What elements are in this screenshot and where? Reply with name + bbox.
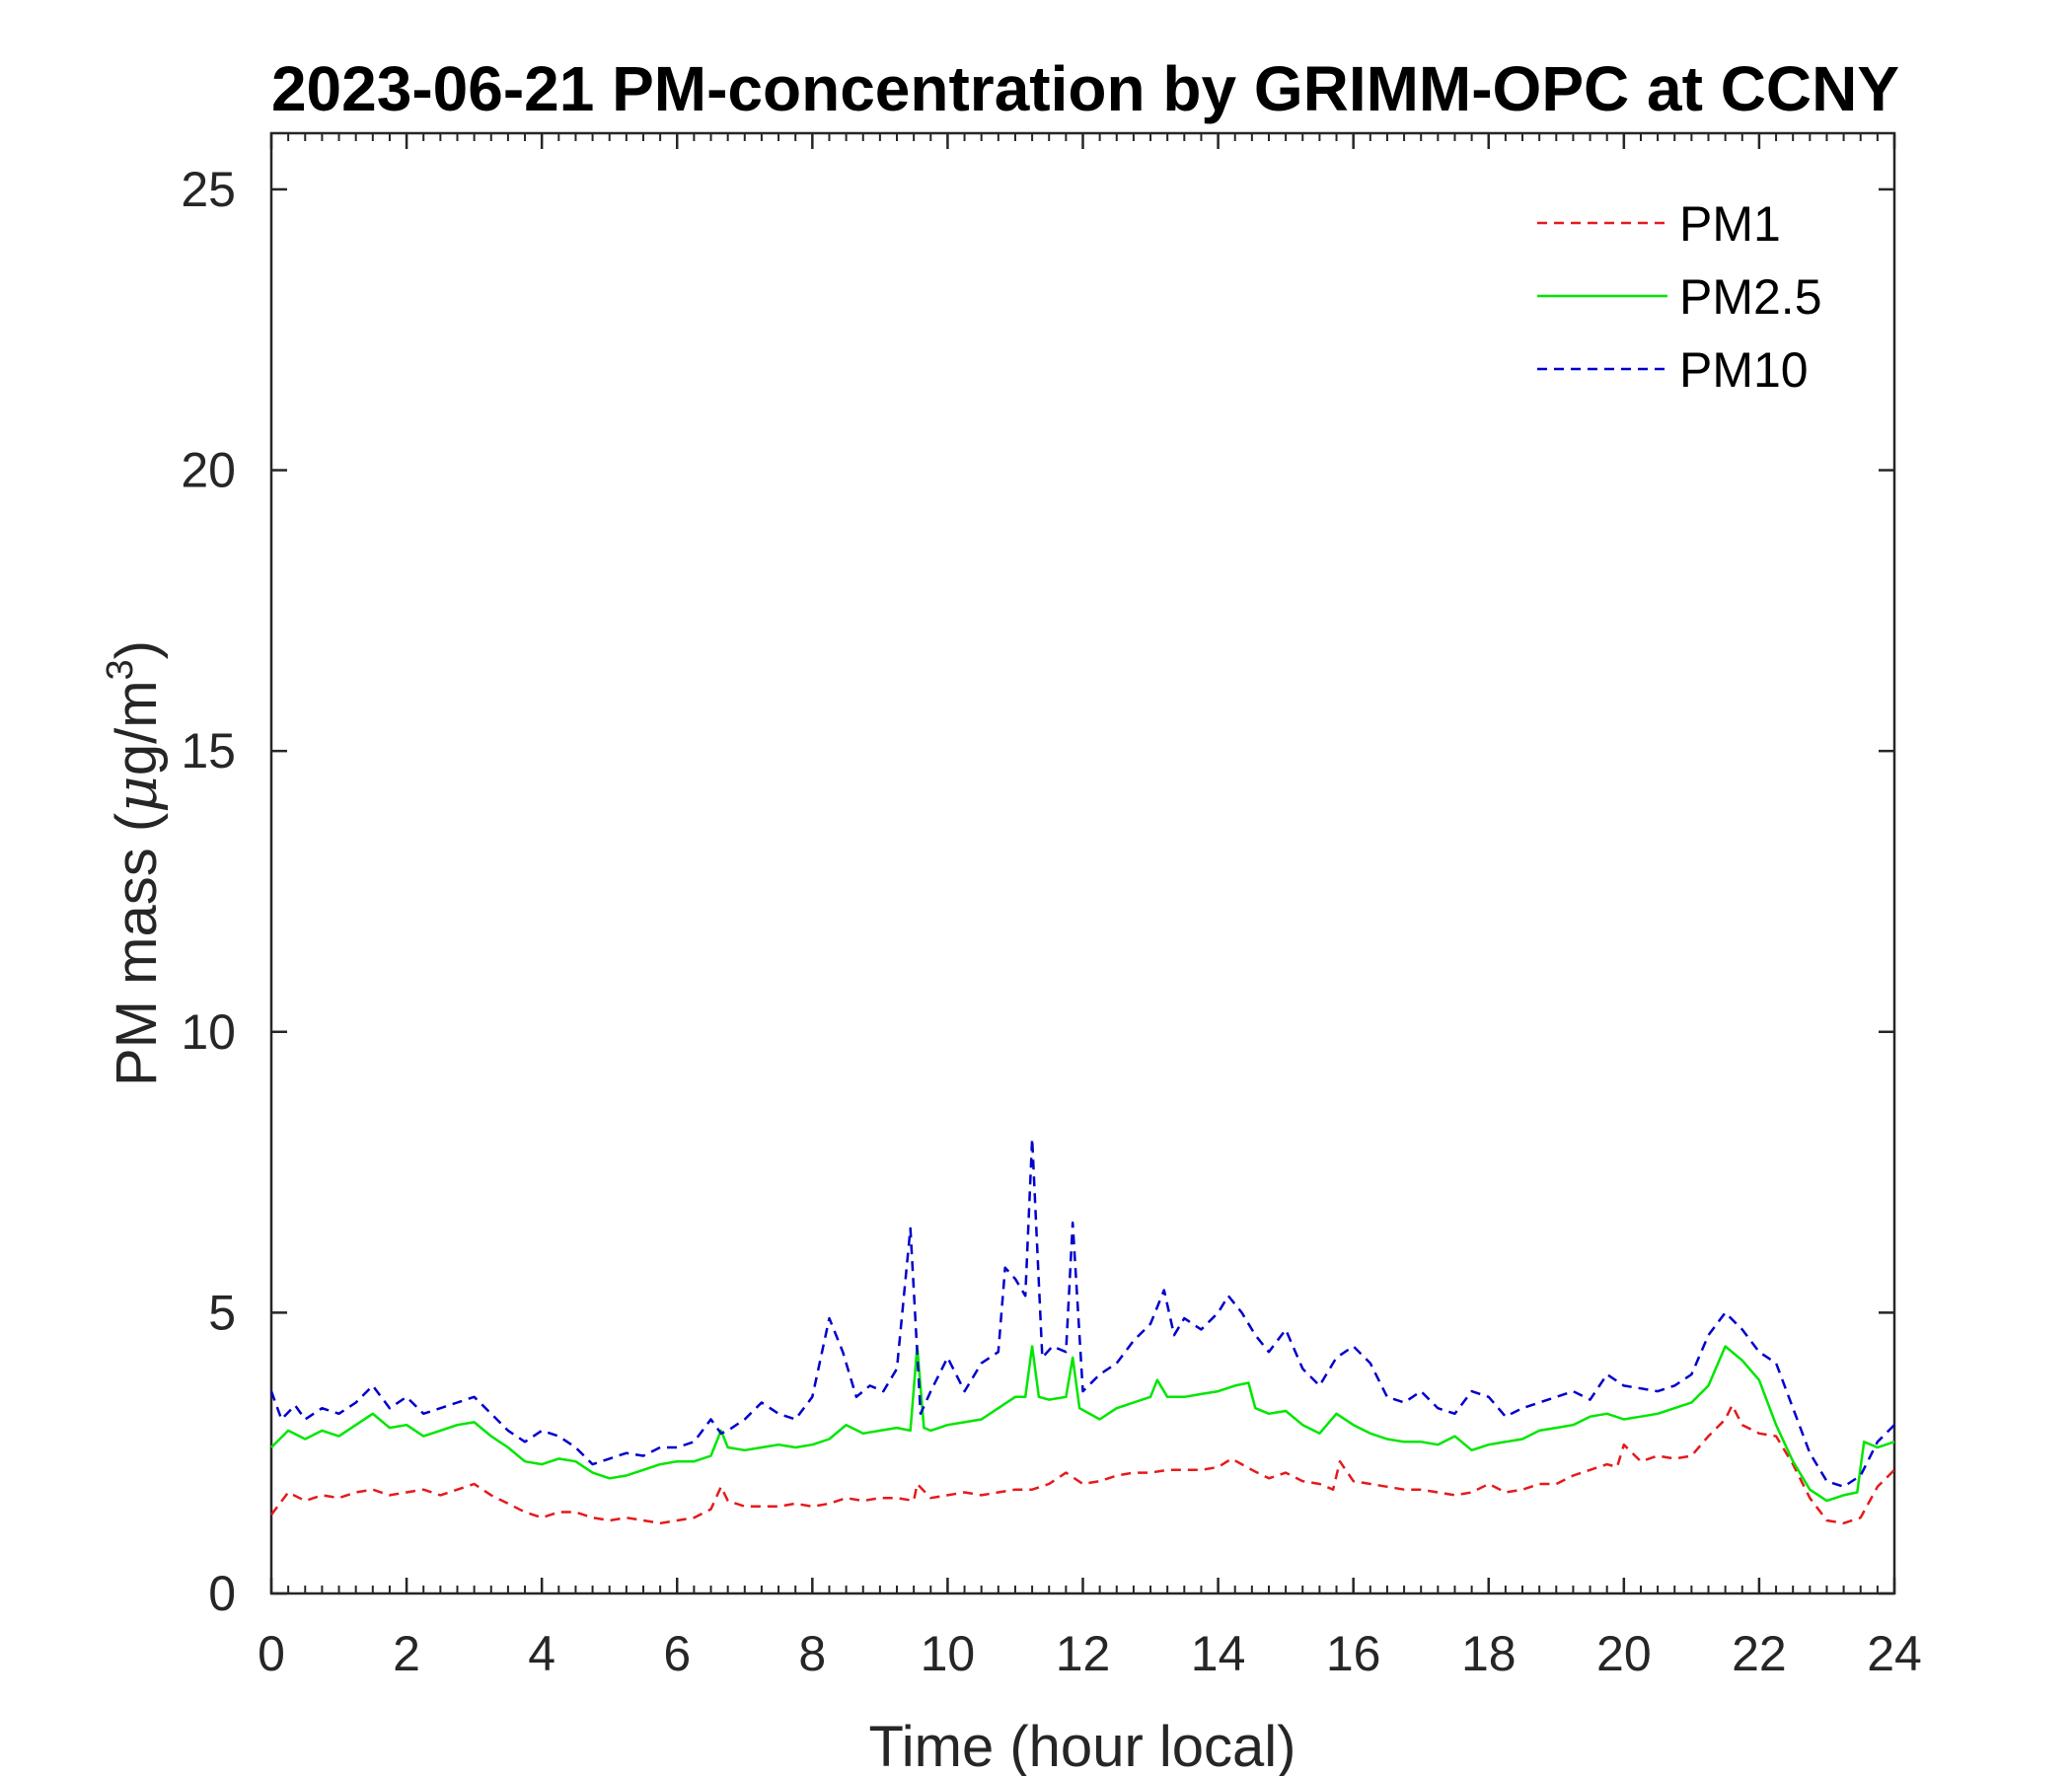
y-axis-label-main: PM mass ( (105, 813, 169, 1086)
x-tick-label: 6 (663, 1626, 691, 1681)
y-tick-label: 15 (181, 723, 236, 778)
y-axis-label-unit: g/m (105, 680, 169, 776)
y-tick-label: 20 (181, 443, 236, 498)
y-tick-label: 0 (208, 1566, 236, 1621)
x-tick-label: 4 (528, 1626, 555, 1681)
legend-label-pm10: PM10 (1679, 342, 1809, 398)
x-tick-label: 20 (1596, 1626, 1652, 1681)
y-tick-label: 25 (181, 162, 236, 217)
x-tick-label: 10 (921, 1626, 976, 1681)
x-tick-label: 2 (393, 1626, 420, 1681)
legend-label-pm1: PM1 (1679, 196, 1781, 252)
x-tick-label: 12 (1056, 1626, 1111, 1681)
y-axis-label: PM mass (μg/m3) (100, 640, 170, 1086)
y-tick-label: 5 (208, 1285, 236, 1340)
series-line-pm10 (269, 1137, 1895, 1489)
x-tick-label: 14 (1191, 1626, 1246, 1681)
y-axis-label-mu: μ (103, 776, 170, 813)
x-axis-label: Time (hour local) (869, 1715, 1296, 1776)
x-tick-label: 16 (1326, 1626, 1381, 1681)
series-line-pm25 (270, 1345, 1895, 1503)
series-line-pm1 (269, 1404, 1895, 1525)
major-ticks (269, 133, 1896, 1595)
y-tick-label: 10 (181, 1004, 236, 1060)
legend: PM1 PM2.5 PM10 (1537, 196, 1822, 398)
y-axis-label-superscript: 3 (100, 659, 141, 680)
chart-title: 2023-06-21 PM-concentration by GRIMM-OPC… (271, 53, 1899, 124)
y-axis-label-close: ) (105, 640, 169, 659)
x-tick-label: 8 (798, 1626, 826, 1681)
x-tick-label: 18 (1461, 1626, 1517, 1681)
x-tick-label: 24 (1867, 1626, 1922, 1681)
plot-area (269, 131, 1896, 1595)
series-layer (269, 1137, 1895, 1525)
x-tick-label: 0 (258, 1626, 285, 1681)
x-tick-label: 22 (1732, 1626, 1787, 1681)
y-tick-labels: 0 5 10 15 20 25 (181, 162, 236, 1621)
x-tick-labels: 0 2 4 6 8 10 12 14 16 18 20 22 24 (258, 1626, 1922, 1681)
legend-label-pm25: PM2.5 (1679, 269, 1822, 325)
